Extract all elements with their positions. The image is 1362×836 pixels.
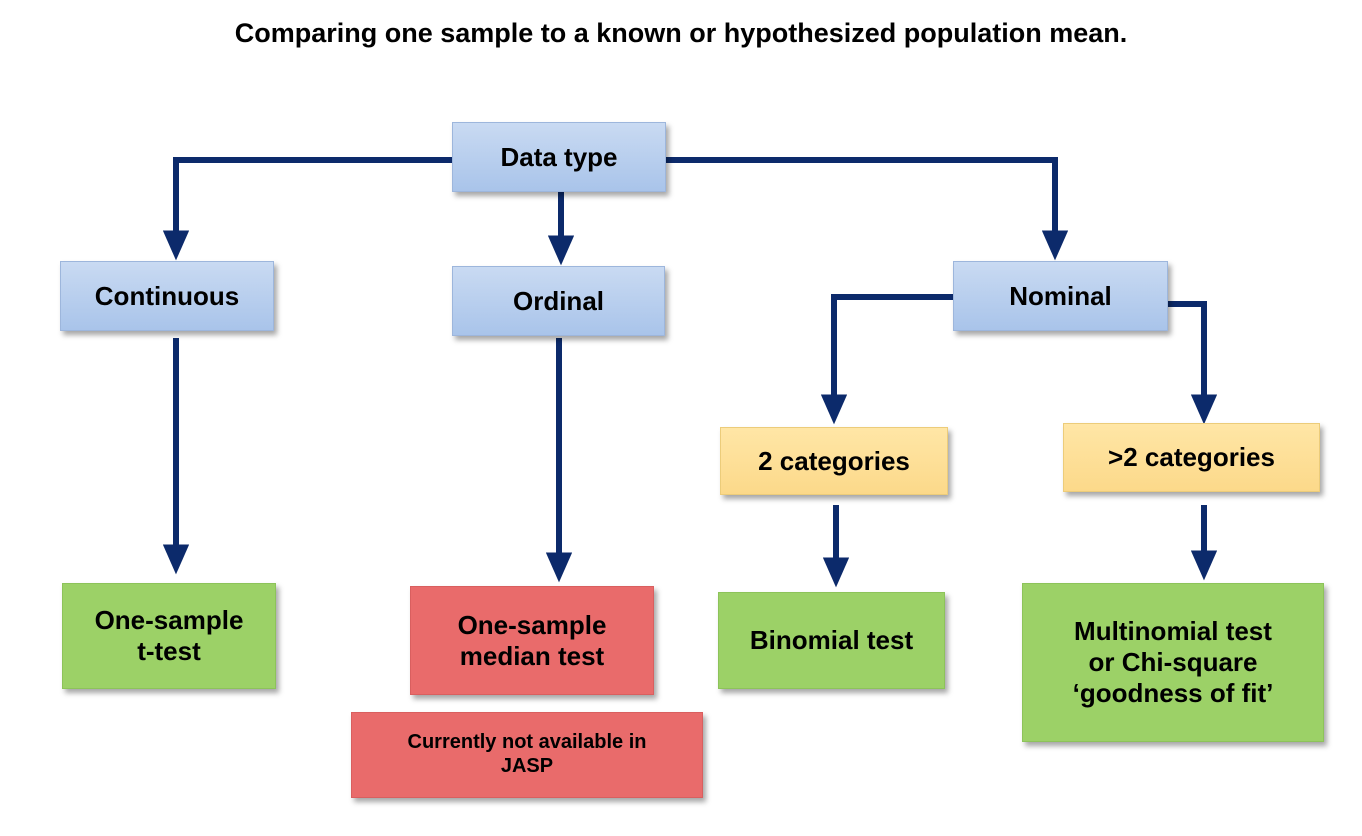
node-nominal: Nominal — [953, 261, 1168, 331]
diagram-title: Comparing one sample to a known or hypot… — [234, 18, 1128, 48]
edge-datatype-to-continuous — [162, 157, 453, 261]
edge-datatype-to-nominal — [665, 157, 1069, 261]
node-more-than-two-categories: >2 categories — [1063, 423, 1320, 492]
node-ordinal: Ordinal — [452, 266, 665, 336]
node-multinomial-test: Multinomial test or Chi-square ‘goodness… — [1022, 583, 1324, 742]
node-two-categories: 2 categories — [720, 427, 948, 495]
node-continuous: Continuous — [60, 261, 274, 331]
node-not-available-note: Currently not available in JASP — [351, 712, 703, 798]
node-data-type: Data type — [452, 122, 666, 192]
node-one-sample-median-test: One-sample median test — [410, 586, 654, 695]
node-binomial-test: Binomial test — [718, 592, 945, 689]
edge-nominal-to-more-cat — [1168, 301, 1218, 425]
node-one-sample-t-test: One-sample t-test — [62, 583, 276, 689]
edge-nominal-to-2cat — [820, 294, 953, 425]
